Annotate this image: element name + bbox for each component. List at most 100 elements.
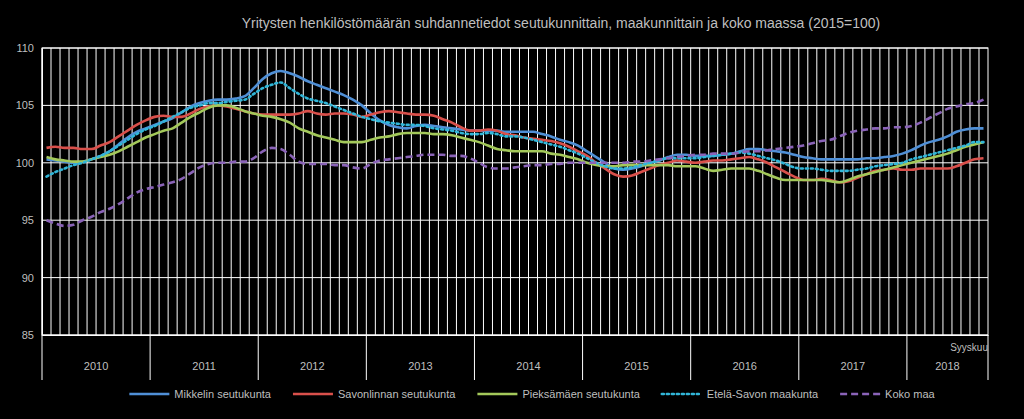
grid-line-x — [789, 48, 790, 335]
grid-line-x — [357, 48, 358, 335]
grid-line-x — [780, 48, 781, 335]
series-line — [47, 100, 984, 226]
y-tick: 100 — [16, 157, 42, 169]
grid-line-x — [168, 48, 169, 335]
grid-line-x — [366, 48, 367, 335]
grid-line-x — [375, 48, 376, 335]
series-line — [47, 82, 984, 176]
x-tick: 2017 — [803, 335, 865, 372]
grid-line-x — [852, 48, 853, 335]
x-tick: 2015 — [587, 335, 649, 372]
legend-label: Koko maa — [885, 388, 935, 400]
grid-line-x — [312, 48, 313, 335]
grid-line-x — [816, 48, 817, 335]
grid-line-x — [105, 48, 106, 335]
grid-line-x — [222, 48, 223, 335]
legend-item: Etelä-Savon maakunta — [662, 388, 819, 400]
grid-line-x — [573, 48, 574, 335]
grid-line-x — [546, 48, 547, 335]
chart-title: Yritysten henkilöstömäärän suhdannetiedo… — [242, 15, 881, 31]
grid-line-y — [42, 105, 988, 106]
grid-line-x — [870, 48, 871, 335]
lines — [47, 71, 984, 226]
x-axis-line — [43, 335, 989, 336]
grid-line-x — [483, 48, 484, 335]
grid-line-x — [177, 48, 178, 335]
grid-line-x — [51, 48, 52, 335]
grid-line-x — [825, 48, 826, 335]
legend-label: Pieksämäen seutukunta — [522, 388, 640, 400]
grid-line-x — [132, 48, 133, 335]
legend: Mikkelin seutukuntaSavonlinnan seutukunt… — [129, 388, 935, 400]
grid-line-x — [771, 48, 772, 335]
y-tick: 90 — [22, 272, 42, 284]
grid-line-x — [87, 48, 88, 335]
grid-line-x — [537, 48, 538, 335]
grid-line-x — [447, 48, 448, 335]
grid-line-x — [402, 48, 403, 335]
grid-line-x — [303, 48, 304, 335]
x-tick-label: 2018 — [935, 360, 959, 372]
x-tick-label: 2012 — [300, 360, 324, 372]
grid-line-x — [555, 48, 556, 335]
legend-label: Etelä-Savon maakunta — [707, 388, 819, 400]
y-tick: 95 — [22, 214, 42, 226]
legend-item: Koko maa — [840, 388, 935, 400]
x-tick-label: 2011 — [192, 360, 216, 372]
grid-line-x — [798, 48, 799, 335]
grid-line-x — [699, 48, 700, 335]
grid-line-x — [384, 48, 385, 335]
x-tick: 2014 — [479, 335, 541, 372]
x-tick-label: 2016 — [733, 360, 757, 372]
grid-line-y — [42, 277, 988, 278]
y-tick-label: 85 — [22, 329, 34, 341]
grid-line-x — [285, 48, 286, 335]
grid-line-x — [969, 48, 970, 335]
x-group-separator — [42, 335, 43, 380]
background — [0, 0, 1024, 419]
x-tick: 2016 — [695, 335, 757, 372]
x-axis: 201020112012201320142015201620172018 — [43, 335, 989, 372]
grid-line-x — [492, 48, 493, 335]
legend-item: Pieksämäen seutukunta — [477, 388, 640, 400]
y-tick: 85 — [22, 329, 42, 341]
legend-label: Savonlinnan seutukunta — [338, 388, 456, 400]
grid-line-x — [951, 48, 952, 335]
grid-line-x — [231, 48, 232, 335]
x-tick: 2013 — [371, 335, 433, 372]
annotation: Syyskuu — [950, 342, 988, 353]
grid-line-x — [240, 48, 241, 335]
grid-line-x — [78, 48, 79, 335]
x-tick: 2011 — [155, 335, 216, 372]
grid-line-x — [735, 48, 736, 335]
x-group-separator — [906, 335, 907, 380]
y-tick-label: 100 — [16, 157, 34, 169]
grid-line-x — [159, 48, 160, 335]
grid-line-x — [582, 48, 583, 335]
grid-line-x — [438, 48, 439, 335]
grid-line-x — [708, 48, 709, 335]
legend-swatch — [477, 393, 517, 396]
grid-line-x — [465, 48, 466, 335]
grid-line-x — [321, 48, 322, 335]
legend-swatch — [662, 393, 702, 396]
grid-line-x — [888, 48, 889, 335]
grid-line-x — [420, 48, 421, 335]
grid-line-x — [942, 48, 943, 335]
grid-line-x — [267, 48, 268, 335]
grid-line-x — [726, 48, 727, 335]
grid-line-x — [960, 48, 961, 335]
grid-line-x — [807, 48, 808, 335]
grid-line-x — [915, 48, 916, 335]
grid-line-x — [843, 48, 844, 335]
x-tick: 2012 — [263, 335, 325, 372]
y-tick-label: 90 — [22, 272, 34, 284]
x-group-separator — [798, 335, 799, 380]
y-tick-label: 105 — [16, 99, 34, 111]
grid-line-x — [186, 48, 187, 335]
grid-line-x — [195, 48, 196, 335]
chart-svg: 8590951001051102010201120122013201420152… — [0, 0, 1024, 419]
grid-line-x — [564, 48, 565, 335]
x-group-separator — [150, 335, 151, 380]
grid — [42, 48, 988, 335]
